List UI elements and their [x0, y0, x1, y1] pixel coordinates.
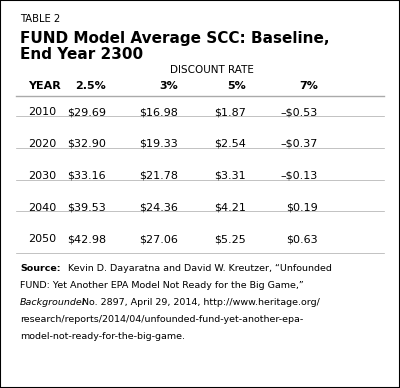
Text: $0.63: $0.63	[286, 234, 318, 244]
Text: 2020: 2020	[28, 139, 56, 149]
Text: 7%: 7%	[299, 81, 318, 91]
Text: –$0.53: –$0.53	[281, 107, 318, 117]
Text: $24.36: $24.36	[139, 203, 178, 213]
Text: FUND Model Average SCC: Baseline,: FUND Model Average SCC: Baseline,	[20, 31, 330, 46]
Text: $4.21: $4.21	[214, 203, 246, 213]
Text: $39.53: $39.53	[67, 203, 106, 213]
Text: $0.19: $0.19	[286, 203, 318, 213]
Text: $5.25: $5.25	[214, 234, 246, 244]
Text: 3%: 3%	[159, 81, 178, 91]
Text: 2040: 2040	[28, 203, 56, 213]
Text: 2050: 2050	[28, 234, 56, 244]
Text: $33.16: $33.16	[67, 171, 106, 181]
Text: Source:: Source:	[20, 264, 60, 273]
Text: 2030: 2030	[28, 171, 56, 181]
Text: $21.78: $21.78	[139, 171, 178, 181]
Text: –$0.13: –$0.13	[281, 171, 318, 181]
Text: $1.87: $1.87	[214, 107, 246, 117]
Text: Kevin D. Dayaratna and David W. Kreutzer, “Unfounded: Kevin D. Dayaratna and David W. Kreutzer…	[65, 264, 332, 273]
Text: –$0.37: –$0.37	[281, 139, 318, 149]
Text: $42.98: $42.98	[67, 234, 106, 244]
Text: $29.69: $29.69	[67, 107, 106, 117]
Text: $16.98: $16.98	[139, 107, 178, 117]
Text: Backgrounder: Backgrounder	[20, 298, 87, 307]
Text: model-not-ready-for-the-big-game.: model-not-ready-for-the-big-game.	[20, 332, 185, 341]
Text: TABLE 2: TABLE 2	[20, 14, 60, 24]
Text: 5%: 5%	[227, 81, 246, 91]
Text: 2.5%: 2.5%	[75, 81, 106, 91]
Text: End Year 2300: End Year 2300	[20, 47, 143, 62]
Text: DISCOUNT RATE: DISCOUNT RATE	[170, 65, 254, 75]
Text: research/reports/2014/04/unfounded-fund-yet-another-epa-: research/reports/2014/04/unfounded-fund-…	[20, 315, 303, 324]
Text: $2.54: $2.54	[214, 139, 246, 149]
Text: $27.06: $27.06	[139, 234, 178, 244]
Text: YEAR: YEAR	[28, 81, 61, 91]
Text: No. 2897, April 29, 2014, http://www.heritage.org/: No. 2897, April 29, 2014, http://www.her…	[79, 298, 320, 307]
Text: $3.31: $3.31	[214, 171, 246, 181]
Text: 2010: 2010	[28, 107, 56, 117]
Text: $19.33: $19.33	[139, 139, 178, 149]
Text: FUND: Yet Another EPA Model Not Ready for the Big Game,”: FUND: Yet Another EPA Model Not Ready fo…	[20, 281, 304, 290]
Text: $32.90: $32.90	[67, 139, 106, 149]
